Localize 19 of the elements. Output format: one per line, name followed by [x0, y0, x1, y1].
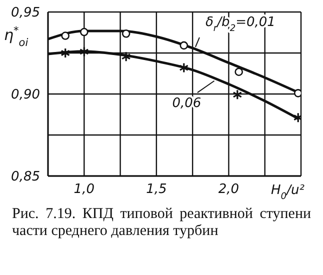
x-tick-label: 2,0	[218, 182, 240, 198]
point	[179, 62, 189, 74]
point	[122, 30, 130, 38]
y-tick-label: 0,95	[11, 6, 40, 21]
point	[60, 48, 70, 58]
point	[61, 32, 70, 40]
x-tick-label: 1,5	[146, 182, 167, 198]
point	[121, 51, 131, 62]
point	[180, 41, 188, 50]
x-tick-label: 1,0	[74, 182, 94, 198]
point	[79, 46, 89, 57]
point	[232, 89, 242, 100]
x-axis-title: H$_{0}$/u²	[271, 183, 304, 202]
y-tick-label: 0,90	[11, 88, 40, 103]
point	[234, 68, 243, 76]
point	[294, 89, 301, 98]
text: Рис. 7.19. КПД типовой реактивной ступени части среднего давления турбин	[12, 206, 311, 239]
point	[80, 28, 88, 36]
y-tick-label: 0,85	[11, 170, 40, 185]
